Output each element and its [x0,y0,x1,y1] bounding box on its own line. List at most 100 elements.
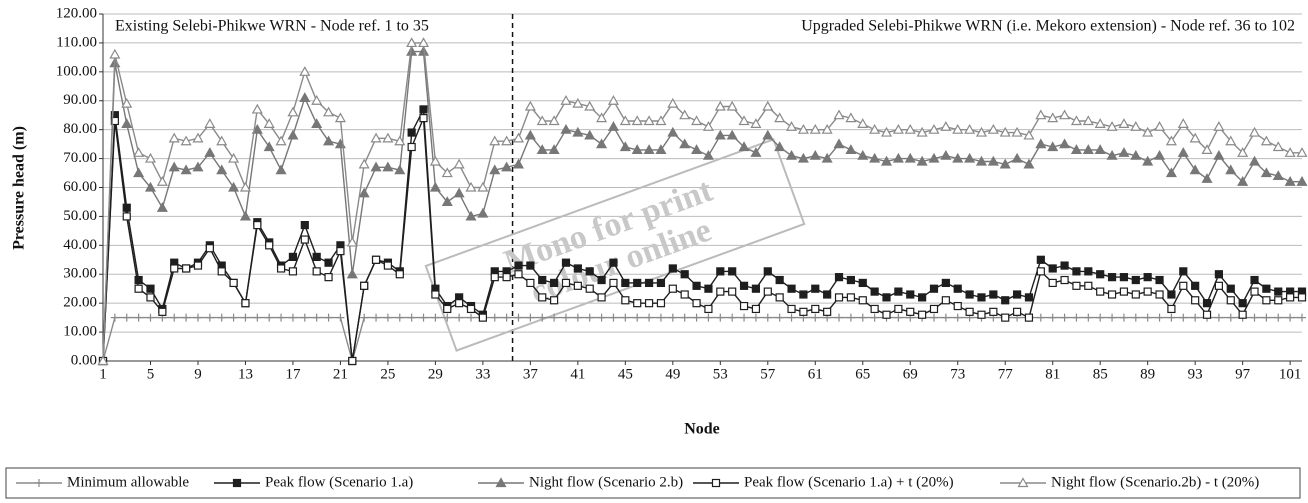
y-tick-label: 10.00 [63,324,97,340]
data-point [550,278,559,288]
y-tick-label: 80.00 [63,121,97,137]
data-point [1107,273,1117,282]
annotation: Existing Selebi-Phikwe WRN - Node ref. 1… [115,18,429,35]
data-point [133,167,145,178]
data-point [228,181,240,192]
data-point [205,244,214,253]
data-point [631,115,643,126]
data-point [596,138,608,149]
x-tick-label: 37 [523,366,539,382]
data-point [821,123,833,134]
data-point [1189,164,1201,175]
data-point [977,310,986,319]
data-point [1107,290,1117,299]
data-point [288,313,297,322]
data-point [1131,313,1140,322]
data-point [573,281,582,290]
data-point [846,293,855,302]
data-point [1167,313,1176,322]
data-point [524,100,536,111]
data-point [621,296,630,305]
data-point [787,284,796,293]
data-point [1036,267,1045,276]
data-point [524,129,536,140]
data-point [929,284,939,293]
data-point [763,313,772,322]
data-point [714,100,726,111]
data-point [1298,313,1306,322]
data-point [811,304,820,314]
data-point [692,313,701,322]
data-point [728,267,737,276]
data-point [644,299,654,308]
data-point [1048,313,1057,322]
data-point [763,267,772,276]
data-point [300,235,309,244]
data-point [1165,135,1177,146]
data-point [643,144,655,155]
data-point [597,293,606,302]
data-point [1142,155,1154,166]
data-point [1036,255,1045,264]
data-point [263,118,275,128]
data-point [823,290,832,299]
data-point [312,313,321,322]
data-point [929,304,939,314]
data-point [1143,313,1152,322]
data-point [181,264,191,273]
data-point [134,313,143,322]
x-tick-label: 81 [1045,366,1060,382]
data-point [1036,313,1045,322]
data-point [692,281,701,290]
data-point [277,313,286,322]
data-point [1130,121,1142,131]
legend-marker [232,478,242,488]
data-point [1118,118,1130,128]
data-point [1012,307,1022,316]
data-point [787,313,796,322]
data-point [121,97,133,108]
y-tick-label: 110.00 [56,34,97,50]
data-point [655,115,667,126]
data-point [740,313,749,322]
x-tick-label: 5 [147,366,155,382]
x-tick-label: 61 [808,366,823,382]
data-point [928,123,940,134]
data-point [370,161,382,172]
data-point [1237,175,1249,186]
data-point [797,123,809,134]
data-point [1084,267,1093,276]
data-point [407,128,416,137]
data-point [348,356,357,366]
data-point [1262,296,1271,305]
data-point [134,284,143,293]
x-tick-label: 93 [1188,366,1203,382]
data-point [1060,313,1069,322]
data-point [607,95,619,105]
data-point [1072,281,1081,290]
data-point [762,129,774,140]
data-point [572,97,584,108]
data-point [1297,293,1307,302]
data-point [975,126,988,137]
data-point [168,132,180,143]
data-point [1274,313,1283,322]
data-point [299,66,311,76]
data-point [455,299,464,308]
data-point [679,109,691,120]
data-point [1155,275,1164,285]
data-point [239,181,251,192]
y-tick-label: 90.00 [63,92,97,108]
data-point [1226,313,1235,322]
data-point [1108,313,1117,322]
data-point [441,196,453,207]
data-point [702,149,714,160]
data-point [514,313,523,322]
data-point [1154,121,1166,131]
data-point [1142,126,1154,137]
data-point [263,141,275,152]
legend-label: Peak flow (Scenario 1.a) [265,474,413,490]
data-point [892,152,904,163]
data-point [918,310,927,319]
data-point [550,296,559,305]
